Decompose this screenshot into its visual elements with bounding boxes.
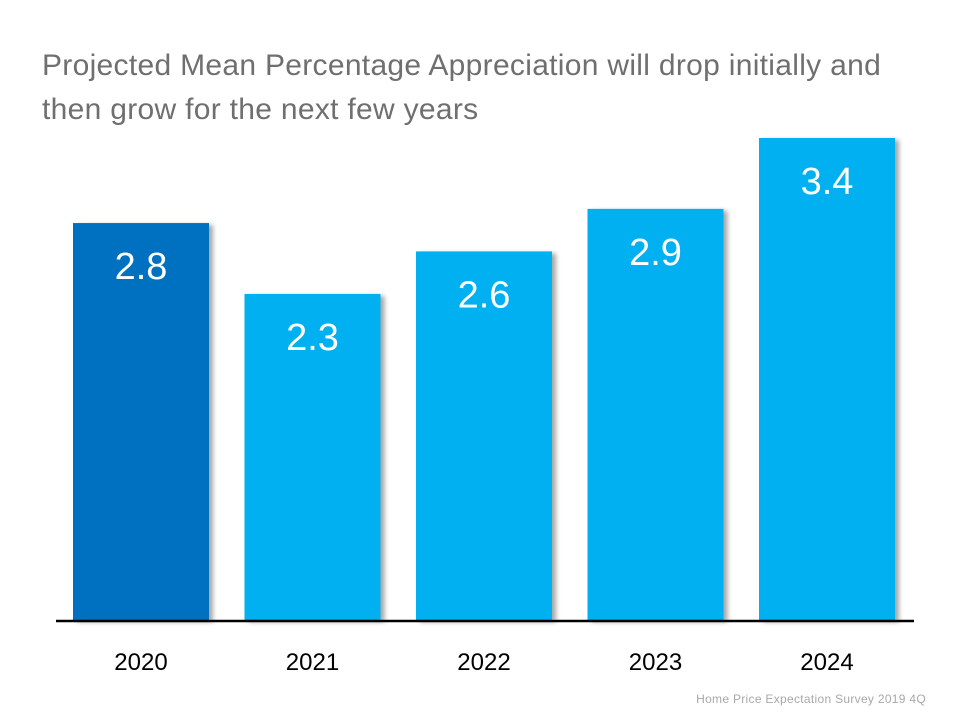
bar-2023 — [587, 208, 724, 620]
x-tick-labels: 2020 2021 2022 2023 2024 — [114, 649, 853, 676]
bar-value-label: 2.9 — [629, 232, 682, 274]
x-tick-label: 2022 — [457, 649, 510, 676]
bar-2020 — [73, 223, 209, 620]
bar-2022 — [416, 251, 552, 621]
bar-value-label: 3.4 — [801, 161, 854, 203]
x-tick-label: 2023 — [629, 649, 682, 676]
bars-group: 2.8 2.3 2.6 2.9 3.4 — [73, 138, 895, 621]
bar-value-label: 2.8 — [115, 246, 168, 288]
bar-2024 — [759, 138, 895, 620]
x-tick-label: 2020 — [114, 649, 167, 676]
x-tick-label: 2021 — [286, 649, 339, 676]
x-tick-label: 2024 — [800, 649, 853, 676]
bar-value-label: 2.6 — [458, 274, 511, 316]
bar-2021 — [244, 293, 381, 620]
bar-value-label: 2.3 — [286, 317, 339, 359]
source-note: Home Price Expectation Survey 2019 4Q — [696, 692, 926, 706]
chart-title: Projected Mean Percentage Appreciation w… — [42, 49, 882, 126]
